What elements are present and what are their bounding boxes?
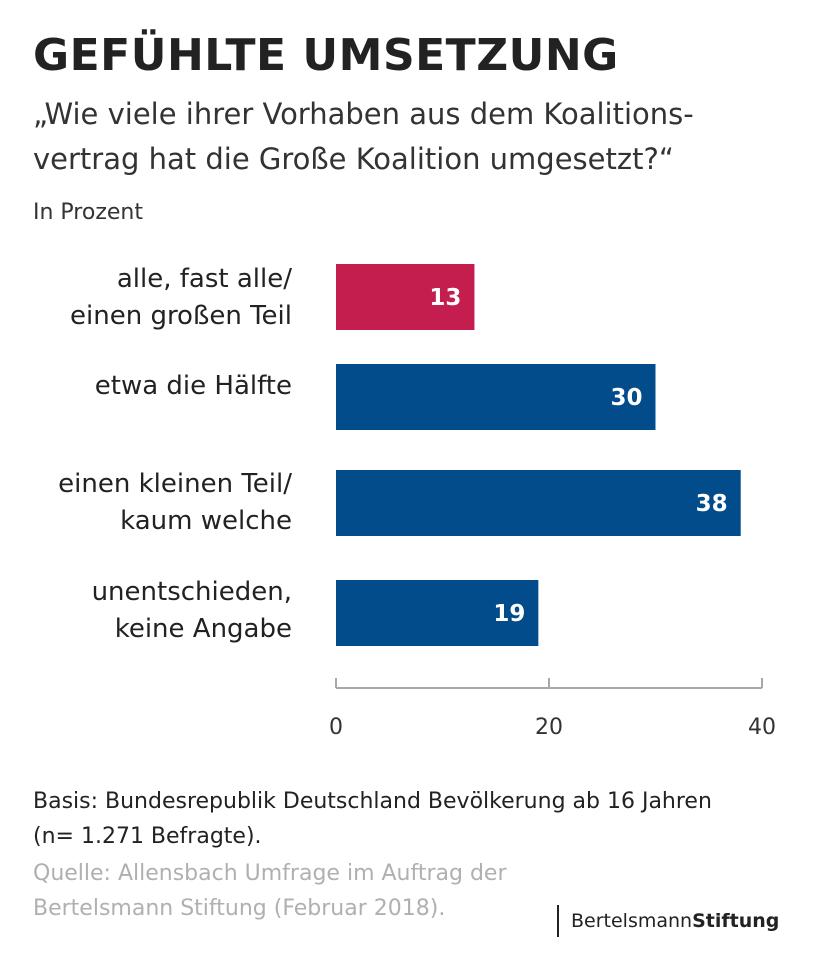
bar-2 bbox=[336, 470, 741, 536]
source-note: Quelle: Allensbach Umfrage im Auftrag de… bbox=[33, 856, 507, 926]
category-label-3-line-2: keine Angabe bbox=[114, 614, 292, 644]
chart-subtitle: „Wie viele ihrer Vorhaben aus dem Koalit… bbox=[33, 92, 803, 182]
category-label-1: etwa die Hälfte bbox=[95, 368, 292, 405]
basis-line-2: (n= 1.271 Befragte). bbox=[33, 824, 262, 849]
x-tick-label-2: 40 bbox=[748, 715, 776, 740]
subtitle-line-1: „Wie viele ihrer Vorhaben aus dem Koalit… bbox=[33, 97, 694, 131]
basis-line-1: Basis: Bundesrepublik Deutschland Bevölk… bbox=[33, 789, 712, 814]
bar-0 bbox=[336, 264, 475, 330]
data-label-2: 38 bbox=[696, 491, 728, 517]
category-label-2: einen kleinen Teil/ kaum welche bbox=[58, 466, 292, 540]
x-tick-label-1: 20 bbox=[535, 715, 563, 740]
category-label-0: alle, fast alle/ einen großen Teil bbox=[70, 261, 292, 335]
logo-text-regular: Bertelsmann bbox=[571, 910, 693, 932]
chart-title: GEFÜHLTE UMSETZUNG bbox=[33, 30, 619, 81]
source-line-1: Quelle: Allensbach Umfrage im Auftrag de… bbox=[33, 861, 507, 886]
bar-1 bbox=[336, 364, 656, 430]
category-label-2-line-2: kaum welche bbox=[120, 506, 292, 536]
source-line-2: Bertelsmann Stiftung (Februar 2018). bbox=[33, 896, 446, 921]
category-label-1-line-1: etwa die Hälfte bbox=[94, 371, 292, 401]
bertelsmann-stiftung-logo: BertelsmannStiftung bbox=[557, 905, 779, 937]
category-label-0-line-1: alle, fast alle/ bbox=[116, 264, 292, 294]
data-label-1: 30 bbox=[610, 385, 642, 411]
data-label-3: 19 bbox=[493, 601, 525, 627]
x-tick-label-0: 0 bbox=[329, 715, 343, 740]
subtitle-line-2: vertrag hat die Große Koalition umgesetz… bbox=[33, 142, 674, 176]
category-label-2-line-1: einen kleinen Teil/ bbox=[58, 469, 292, 499]
category-label-3: unentschieden, keine Angabe bbox=[92, 574, 292, 648]
bar-3 bbox=[336, 580, 539, 646]
basis-note: Basis: Bundesrepublik Deutschland Bevölk… bbox=[33, 784, 712, 854]
category-label-3-line-1: unentschieden, bbox=[91, 577, 292, 607]
logo-text-bold: Stiftung bbox=[692, 910, 780, 932]
data-label-0: 13 bbox=[429, 285, 461, 311]
unit-label: In Prozent bbox=[33, 200, 143, 225]
category-label-0-line-2: einen großen Teil bbox=[70, 301, 292, 331]
